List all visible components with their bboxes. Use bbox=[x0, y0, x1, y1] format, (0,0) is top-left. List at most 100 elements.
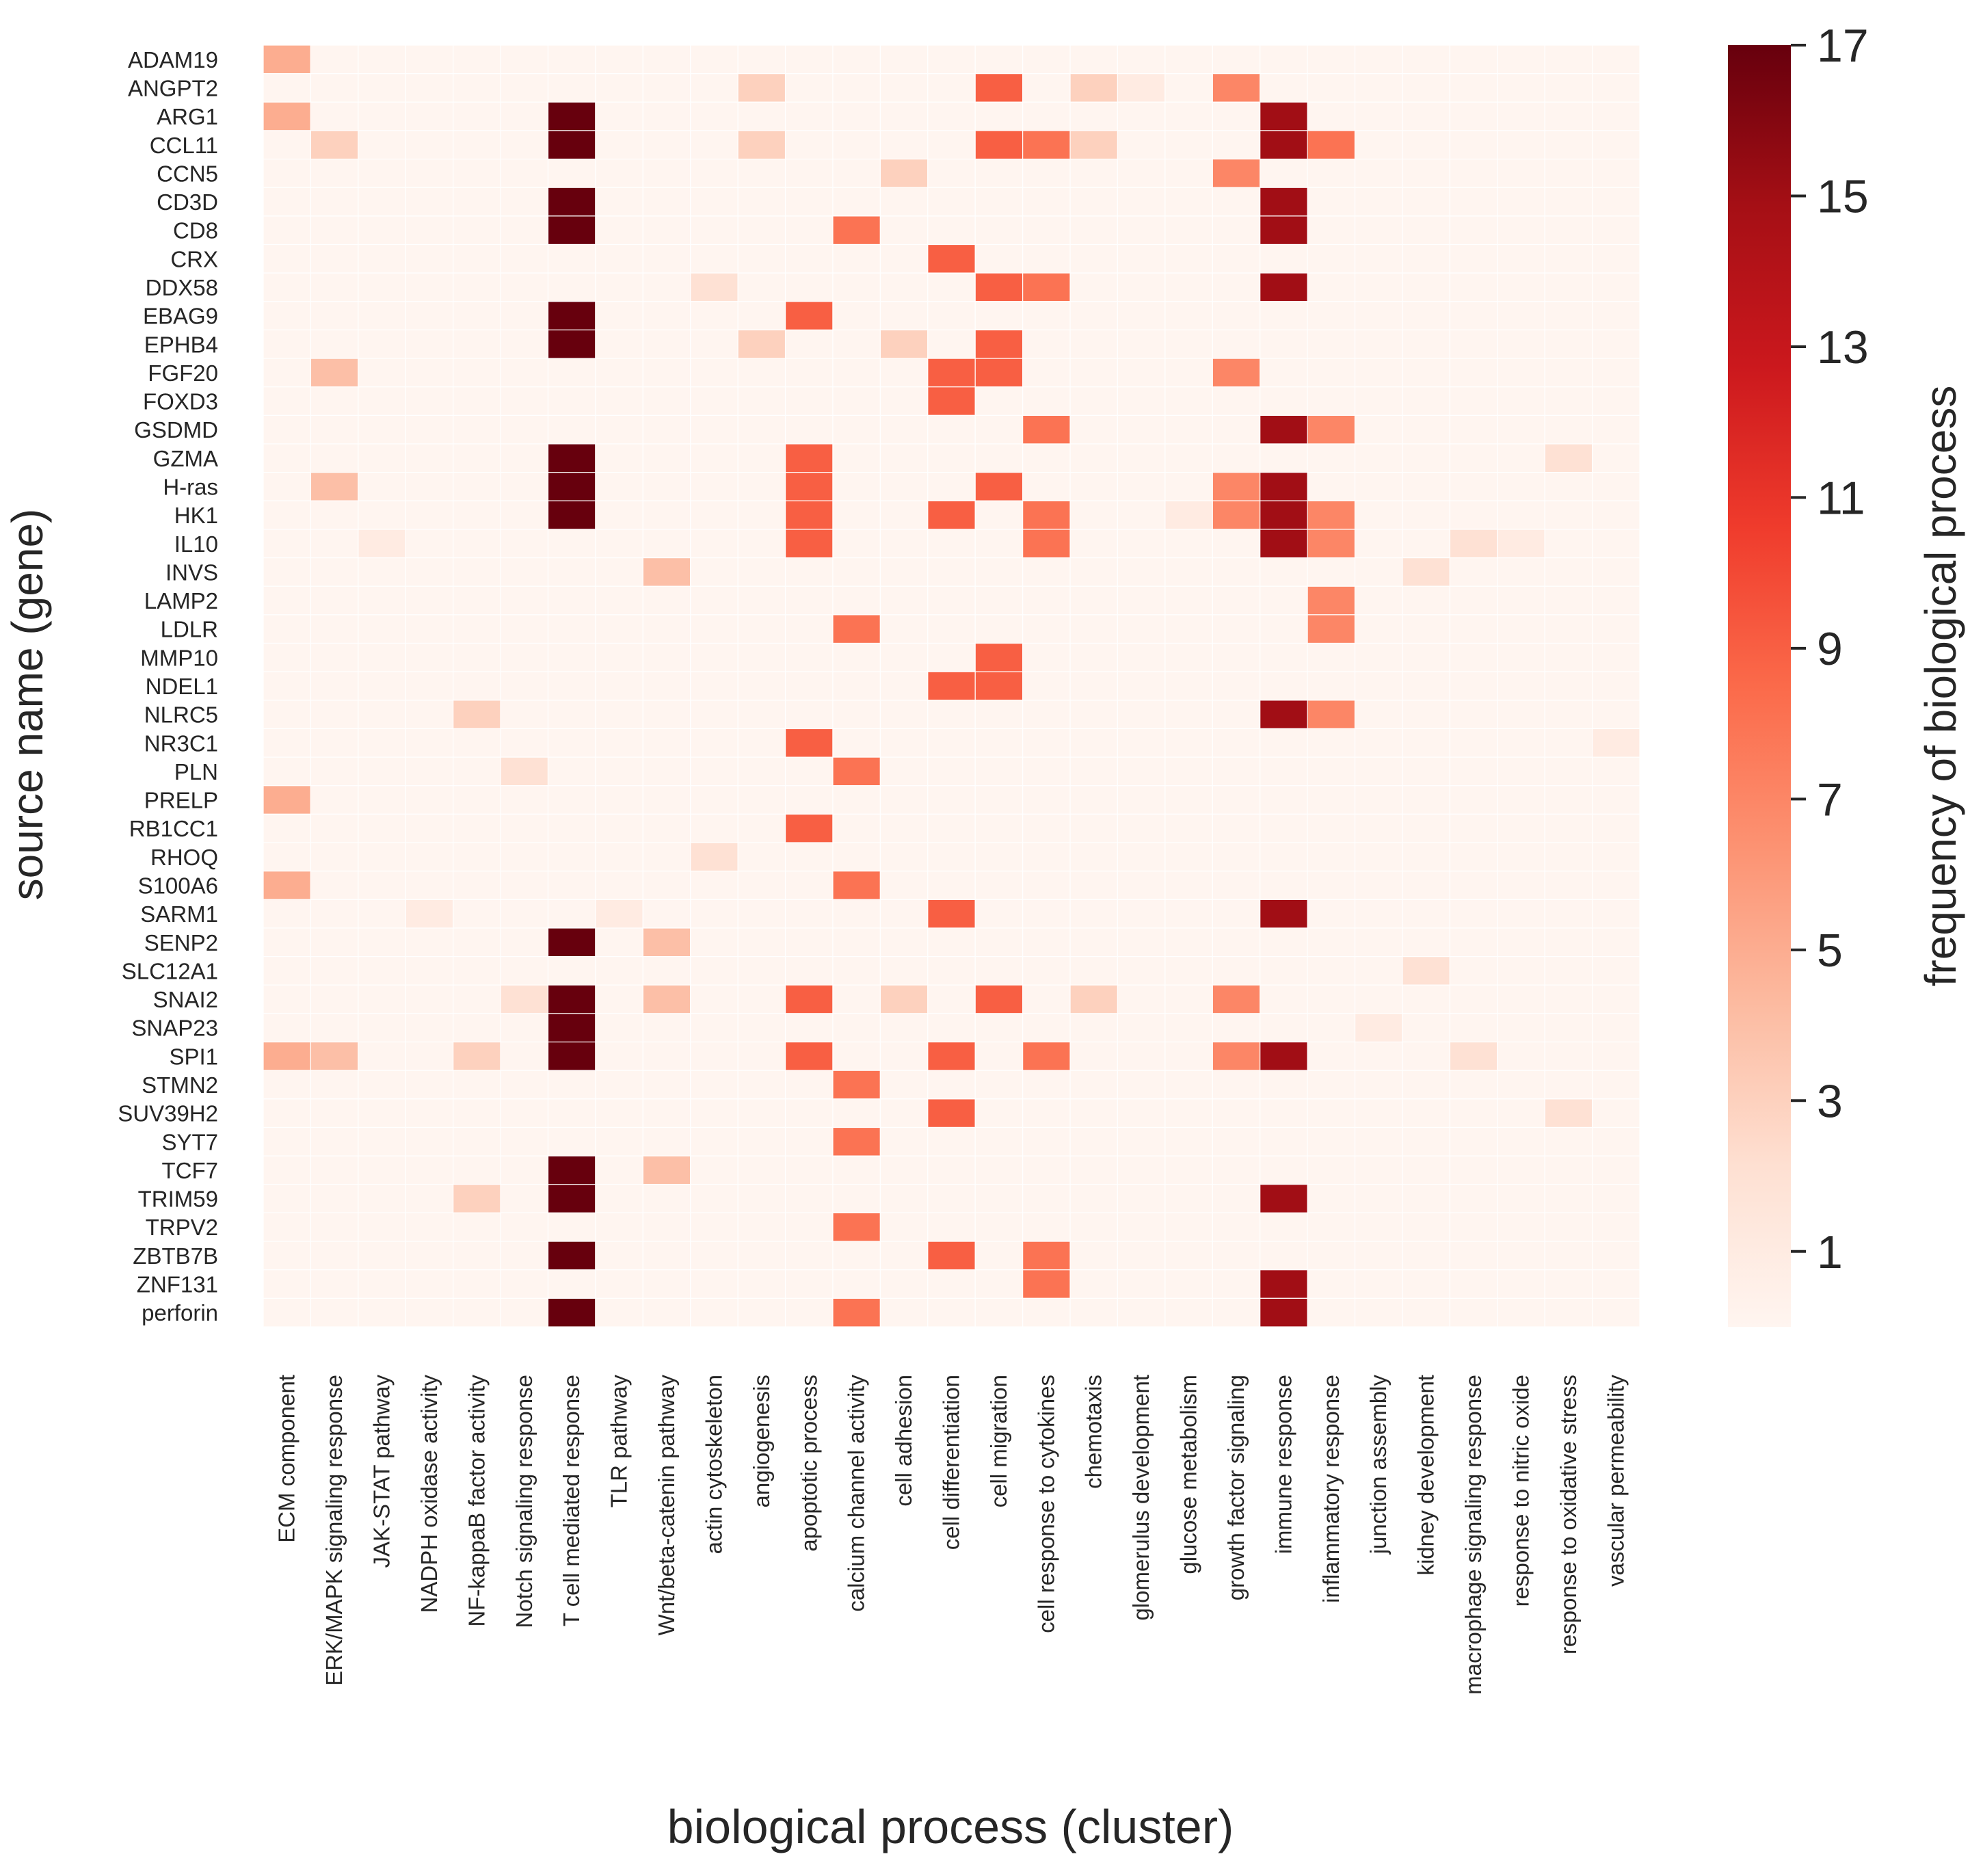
cell-h-ras-actin-cytoskeleton bbox=[690, 472, 738, 501]
cell-trpv2-notch-signaling-response bbox=[500, 1212, 549, 1242]
cell-ldlr-junction-assembly bbox=[1354, 614, 1403, 644]
cell-crx-cell-response-to-cytokines bbox=[1022, 243, 1071, 274]
cell-suv39h2-junction-assembly bbox=[1354, 1098, 1403, 1128]
cell-senp2-response-to-nitric-oxide bbox=[1497, 927, 1545, 957]
cell-gzma-vascular-permeability bbox=[1591, 443, 1640, 473]
cell-zbtb7b-notch-signaling-response bbox=[500, 1241, 549, 1271]
cell-tcf7-wnt-beta-catenin-pathway bbox=[642, 1155, 691, 1185]
cell-nr3c1-erk-mapk-signaling-response bbox=[310, 728, 359, 758]
cell-foxd3-notch-signaling-response bbox=[500, 386, 549, 416]
cell-invs-response-to-oxidative-stress bbox=[1544, 557, 1593, 587]
cell-fgf20-tlr-pathway bbox=[595, 358, 643, 388]
cell-crx-inflammatory-response bbox=[1307, 243, 1356, 274]
cell-snap23-calcium-channel-activity bbox=[832, 1013, 881, 1043]
cell-nr3c1-apoptotic-process bbox=[784, 728, 834, 758]
cell-ccn5-cell-migration bbox=[974, 158, 1024, 188]
cell-adam19-apoptotic-process bbox=[784, 44, 834, 75]
cell-nlrc5-nf-kappab-factor-activity bbox=[453, 700, 501, 730]
cell-gsdmd-response-to-nitric-oxide bbox=[1497, 414, 1545, 445]
cell-angpt2-tlr-pathway bbox=[595, 73, 643, 103]
cell-lamp2-response-to-nitric-oxide bbox=[1497, 585, 1545, 616]
cell-trpv2-response-to-nitric-oxide bbox=[1497, 1212, 1545, 1242]
cell-cd3d-apoptotic-process bbox=[784, 187, 834, 217]
cell-syt7-chemotaxis bbox=[1069, 1126, 1119, 1157]
cell-znf131-glomerulus-development bbox=[1117, 1269, 1166, 1299]
cell-perforin-angiogenesis bbox=[737, 1297, 786, 1327]
cell-slc12a1-growth-factor-signaling bbox=[1212, 956, 1261, 986]
cell-il10-vascular-permeability bbox=[1591, 529, 1640, 559]
cell-invs-junction-assembly bbox=[1354, 557, 1403, 587]
cell-sarm1-junction-assembly bbox=[1354, 899, 1403, 929]
cell-adam19-junction-assembly bbox=[1354, 44, 1403, 75]
cell-ldlr-actin-cytoskeleton bbox=[690, 614, 738, 644]
cell-zbtb7b-apoptotic-process bbox=[784, 1241, 834, 1271]
cell-cd3d-cell-response-to-cytokines bbox=[1022, 187, 1071, 217]
cell-senp2-cell-migration bbox=[974, 927, 1024, 957]
cell-ephb4-growth-factor-signaling bbox=[1212, 329, 1261, 359]
cell-ndel1-cell-migration bbox=[974, 671, 1024, 701]
cell-foxd3-angiogenesis bbox=[737, 386, 786, 416]
cell-adam19-inflammatory-response bbox=[1307, 44, 1356, 75]
cell-hk1-cell-response-to-cytokines bbox=[1022, 500, 1071, 530]
cell-suv39h2-growth-factor-signaling bbox=[1212, 1098, 1261, 1128]
cell-gzma-t-cell-mediated-response bbox=[547, 443, 596, 473]
cell-hk1-nf-kappab-factor-activity bbox=[453, 500, 501, 530]
cell-il10-junction-assembly bbox=[1354, 529, 1403, 559]
cell-cd8-vascular-permeability bbox=[1591, 215, 1640, 246]
cell-syt7-nadph-oxidase-activity bbox=[405, 1126, 454, 1157]
cell-nlrc5-calcium-channel-activity bbox=[832, 700, 881, 730]
cell-h-ras-macrophage-signaling-response bbox=[1449, 472, 1498, 501]
y-tick-label: RB1CC1 bbox=[129, 816, 218, 841]
cell-cd8-response-to-nitric-oxide bbox=[1497, 215, 1545, 246]
cell-trim59-cell-migration bbox=[974, 1184, 1024, 1214]
cell-nr3c1-immune-response bbox=[1260, 728, 1308, 758]
cell-cd3d-growth-factor-signaling bbox=[1212, 187, 1261, 217]
y-tick-label: ARG1 bbox=[157, 104, 218, 129]
cell-gsdmd-ecm-component bbox=[263, 414, 312, 445]
cell-prelp-actin-cytoskeleton bbox=[690, 785, 738, 815]
cell-gzma-wnt-beta-catenin-pathway bbox=[642, 443, 691, 473]
cell-sarm1-nadph-oxidase-activity bbox=[405, 899, 454, 929]
colorbar-label: frequency of biological process bbox=[1916, 386, 1965, 987]
cell-adam19-angiogenesis bbox=[737, 44, 786, 75]
cell-foxd3-tlr-pathway bbox=[595, 386, 643, 416]
cell-ndel1-response-to-nitric-oxide bbox=[1497, 671, 1545, 701]
cell-invs-nf-kappab-factor-activity bbox=[453, 557, 501, 587]
cell-arg1-jak-stat-pathway bbox=[358, 101, 406, 131]
cell-lamp2-chemotaxis bbox=[1069, 585, 1119, 616]
cell-snai2-vascular-permeability bbox=[1591, 984, 1640, 1014]
cell-perforin-cell-differentiation bbox=[927, 1297, 976, 1327]
cell-gzma-cell-response-to-cytokines bbox=[1022, 443, 1071, 473]
cell-foxd3-kidney-development bbox=[1402, 386, 1450, 416]
cell-cd8-calcium-channel-activity bbox=[832, 215, 881, 246]
cell-arg1-immune-response bbox=[1260, 101, 1308, 131]
cell-snap23-glomerulus-development bbox=[1117, 1013, 1166, 1043]
cell-arg1-cell-migration bbox=[974, 101, 1024, 131]
cell-ccn5-glucose-metabolism bbox=[1164, 158, 1213, 188]
cell-trim59-chemotaxis bbox=[1069, 1184, 1119, 1214]
cell-crx-apoptotic-process bbox=[784, 243, 834, 274]
cell-angpt2-erk-mapk-signaling-response bbox=[310, 73, 359, 103]
cell-trpv2-wnt-beta-catenin-pathway bbox=[642, 1212, 691, 1242]
cell-ccl11-angiogenesis bbox=[737, 130, 786, 160]
cell-s100a6-calcium-channel-activity bbox=[832, 871, 881, 900]
cell-mmp10-t-cell-mediated-response bbox=[547, 642, 596, 672]
cell-il10-response-to-oxidative-stress bbox=[1544, 529, 1593, 559]
cell-cd3d-actin-cytoskeleton bbox=[690, 187, 738, 217]
cell-znf131-erk-mapk-signaling-response bbox=[310, 1269, 359, 1299]
cell-angpt2-glomerulus-development bbox=[1117, 73, 1166, 103]
cell-trpv2-t-cell-mediated-response bbox=[547, 1212, 596, 1242]
cell-trim59-response-to-nitric-oxide bbox=[1497, 1184, 1545, 1214]
cell-tcf7-cell-migration bbox=[974, 1155, 1024, 1185]
y-tick-label: TRPV2 bbox=[146, 1215, 218, 1240]
cell-cd8-glucose-metabolism bbox=[1164, 215, 1213, 246]
cell-slc12a1-macrophage-signaling-response bbox=[1449, 956, 1498, 986]
cell-trpv2-chemotaxis bbox=[1069, 1212, 1119, 1242]
cell-il10-glucose-metabolism bbox=[1164, 529, 1213, 559]
cell-ddx58-kidney-development bbox=[1402, 272, 1450, 302]
cell-perforin-immune-response bbox=[1260, 1297, 1308, 1327]
cell-spi1-cell-adhesion bbox=[879, 1041, 929, 1071]
cell-ddx58-angiogenesis bbox=[737, 272, 786, 302]
x-tick-label: TLR pathway bbox=[607, 1375, 632, 1508]
